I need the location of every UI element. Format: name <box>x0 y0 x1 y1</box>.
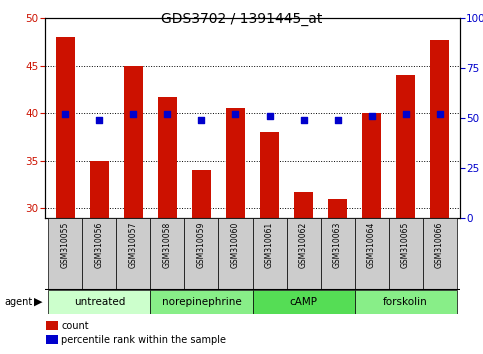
Bar <box>321 218 355 290</box>
Bar <box>185 218 218 290</box>
Bar <box>56 37 75 218</box>
Bar <box>48 218 83 290</box>
Bar <box>396 75 415 218</box>
Text: GSM310060: GSM310060 <box>231 222 240 268</box>
Text: cAMP: cAMP <box>289 297 317 307</box>
Point <box>266 113 273 119</box>
Text: GSM310063: GSM310063 <box>333 222 342 268</box>
Text: forskolin: forskolin <box>383 297 428 307</box>
Point <box>96 117 103 123</box>
Point <box>368 113 375 119</box>
Text: norepinephrine: norepinephrine <box>162 297 242 307</box>
Text: GSM310064: GSM310064 <box>367 222 376 268</box>
Point <box>198 117 205 123</box>
Bar <box>150 218 185 290</box>
Bar <box>116 218 150 290</box>
Bar <box>90 161 109 218</box>
Bar <box>158 97 177 218</box>
Bar <box>362 113 381 218</box>
Text: GSM310058: GSM310058 <box>163 222 172 268</box>
Bar <box>124 65 143 218</box>
Bar <box>226 108 245 218</box>
Bar <box>192 170 211 218</box>
Bar <box>218 218 253 290</box>
Text: percentile rank within the sample: percentile rank within the sample <box>61 335 227 345</box>
Point <box>334 117 341 123</box>
Bar <box>388 218 423 290</box>
Bar <box>253 290 355 314</box>
Bar <box>355 290 456 314</box>
Bar <box>355 218 388 290</box>
Point <box>436 111 443 117</box>
Bar <box>328 199 347 218</box>
Text: GSM310057: GSM310057 <box>129 222 138 268</box>
Bar <box>83 218 116 290</box>
Bar <box>48 290 150 314</box>
Point <box>299 117 307 123</box>
Text: GSM310065: GSM310065 <box>401 222 410 268</box>
Text: ▶: ▶ <box>34 297 43 307</box>
Bar <box>423 218 456 290</box>
Text: GSM310066: GSM310066 <box>435 222 444 268</box>
Text: GSM310056: GSM310056 <box>95 222 104 268</box>
Text: count: count <box>61 321 89 331</box>
Bar <box>430 40 449 218</box>
Point <box>164 111 171 117</box>
Point <box>129 111 137 117</box>
Bar <box>260 132 279 218</box>
Text: untreated: untreated <box>74 297 125 307</box>
Text: GSM310059: GSM310059 <box>197 222 206 268</box>
Text: GSM310061: GSM310061 <box>265 222 274 268</box>
Text: GDS3702 / 1391445_at: GDS3702 / 1391445_at <box>161 12 322 27</box>
Text: GSM310062: GSM310062 <box>299 222 308 268</box>
Bar <box>286 218 321 290</box>
Bar <box>253 218 286 290</box>
Point <box>402 111 410 117</box>
Bar <box>150 290 253 314</box>
Point <box>232 111 240 117</box>
Bar <box>294 192 313 218</box>
Text: GSM310055: GSM310055 <box>61 222 70 268</box>
Text: agent: agent <box>5 297 33 307</box>
Point <box>61 111 69 117</box>
